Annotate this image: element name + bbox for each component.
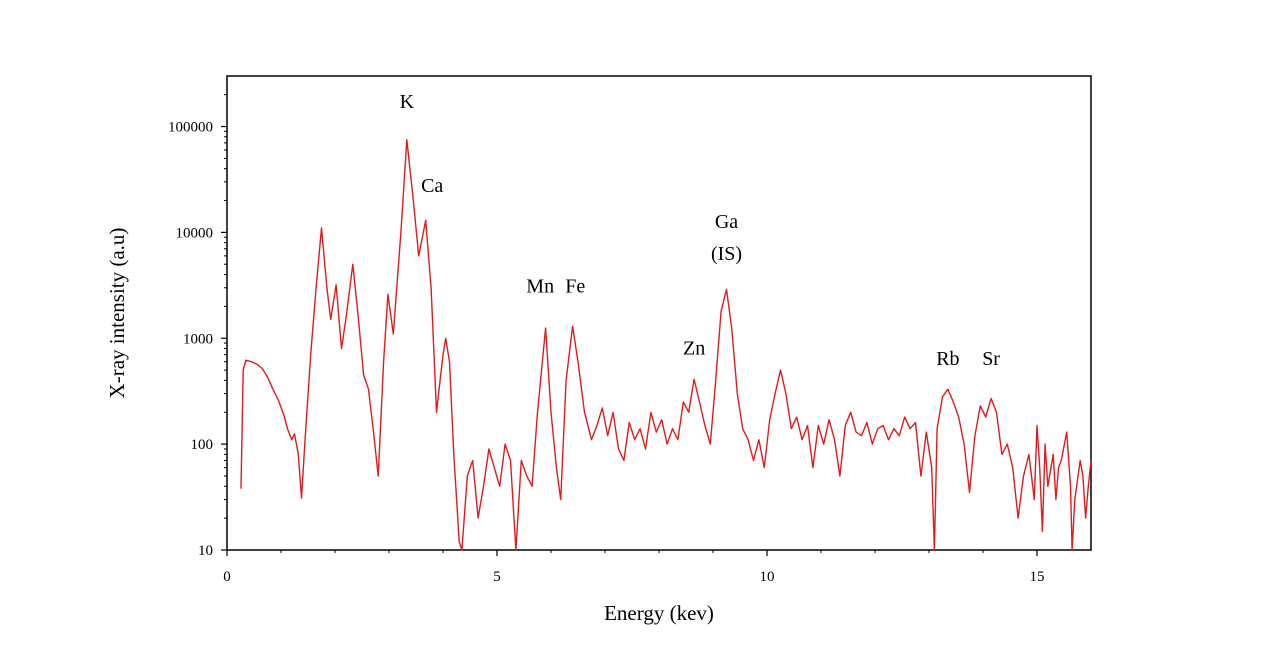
peak-label: Fe (565, 276, 585, 298)
x-tick-label: 10 (760, 569, 775, 585)
peak-label: Zn (683, 338, 705, 360)
peak-label: K (400, 91, 415, 113)
x-tick-label: 0 (223, 569, 231, 585)
peak-label: Sr (982, 348, 1000, 370)
minor-ticks (224, 94, 984, 553)
y-tick-label: 100 (191, 437, 214, 453)
y-axis: 10 100 1000 10000 100000 (168, 120, 227, 559)
y-tick-label: 1000 (183, 331, 213, 347)
peak-label: Ga (715, 211, 738, 233)
y-tick-label: 100000 (168, 120, 213, 136)
peak-label: Ca (421, 175, 443, 197)
x-axis: 0 5 10 15 (223, 550, 1045, 585)
y-tick-label: 10000 (176, 225, 214, 241)
plot-frame (226, 75, 1092, 551)
peak-label: Mn (526, 276, 554, 298)
peak-labels: K Ca Mn Fe Zn Ga (IS) Rb Sr (400, 91, 1001, 370)
y-tick-label: 10 (198, 543, 213, 559)
x-axis-title: Energy (kev) (604, 601, 714, 625)
peak-label: (IS) (711, 243, 742, 265)
peak-label: Rb (936, 348, 959, 370)
spectrum-line (240, 139, 1092, 551)
y-axis-title: X-ray intensity (a.u) (105, 228, 129, 399)
x-tick-label: 5 (493, 569, 501, 585)
x-tick-label: 15 (1030, 569, 1045, 585)
